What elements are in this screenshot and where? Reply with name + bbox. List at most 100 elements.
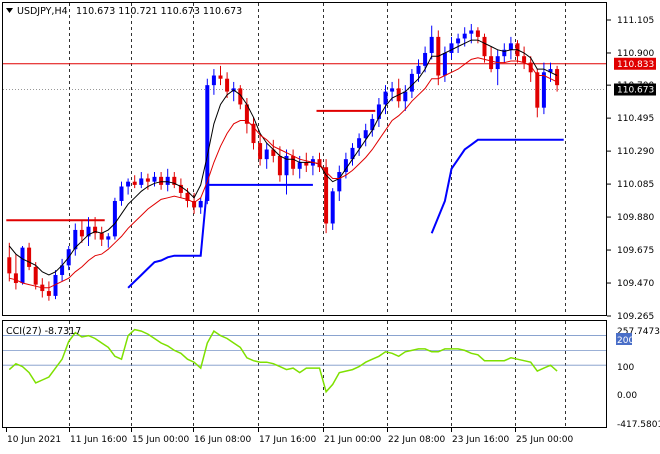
candle-body xyxy=(132,181,137,185)
time-label: 23 Jun 16:00 xyxy=(452,435,509,445)
cci-level-0-label: 0.00 xyxy=(617,391,637,401)
candle-body xyxy=(205,85,210,201)
candle-body xyxy=(429,36,434,53)
price-tags: 110.833 110.673 xyxy=(614,57,656,96)
candle-body xyxy=(185,192,190,201)
candle-body xyxy=(145,178,150,182)
cci-level-100-label: 100 xyxy=(617,363,634,373)
candle-body xyxy=(178,184,183,193)
resistance-price-text: 110.833 xyxy=(617,60,654,70)
candle-body xyxy=(27,247,32,267)
candle-body xyxy=(53,274,58,296)
candle-body xyxy=(251,123,256,144)
candle-body xyxy=(99,233,104,240)
candle-body xyxy=(522,56,527,63)
candle-body xyxy=(284,155,289,176)
candle-body xyxy=(192,200,197,208)
indicator-overlays xyxy=(8,39,564,289)
candle-body xyxy=(112,200,117,237)
candle-body xyxy=(79,229,84,237)
candle-body xyxy=(33,266,38,285)
slow-ma-line xyxy=(9,57,558,289)
cci-axis-min: -417.5801 xyxy=(617,420,660,430)
candle-body xyxy=(93,226,98,234)
cci-series xyxy=(8,328,558,394)
time-label: 11 Jun 16:00 xyxy=(70,435,127,445)
candle-body xyxy=(277,155,282,176)
candle-body xyxy=(86,226,91,237)
candle-body xyxy=(211,75,216,86)
candle-body xyxy=(225,78,230,92)
candle-body xyxy=(159,176,164,185)
price-label: 109.675 xyxy=(617,246,654,256)
candle-body xyxy=(7,257,12,274)
candle-body xyxy=(271,149,276,156)
candle-body xyxy=(20,247,25,284)
candle-body xyxy=(541,72,546,108)
candle-body xyxy=(442,52,447,76)
candle-body xyxy=(409,73,414,92)
cci-level-lines xyxy=(3,335,606,366)
candle-body xyxy=(376,104,381,119)
price-label: 110.290 xyxy=(617,147,654,157)
candle-body xyxy=(449,43,454,53)
candle-body xyxy=(106,236,111,240)
price-label: 109.470 xyxy=(617,279,654,289)
ohlc-readout: 110.673 110.721 110.673 110.673 xyxy=(76,6,242,17)
candle-body xyxy=(60,265,65,275)
candle-body xyxy=(363,130,368,139)
candle-body xyxy=(350,147,355,160)
candle-body xyxy=(46,291,51,296)
candle-body xyxy=(126,181,131,187)
price-label: 109.265 xyxy=(617,312,654,322)
candle-body xyxy=(462,33,467,39)
candle-body xyxy=(172,176,177,185)
price-label: 110.900 xyxy=(617,49,654,59)
cci-level-200-tag xyxy=(616,333,632,345)
cci-axis: 257.7473 200 100 0.00 -417.5801 xyxy=(616,327,660,430)
candle-body xyxy=(330,191,335,224)
time-label: 21 Jun 00:00 xyxy=(324,435,381,445)
candle-body xyxy=(508,43,513,50)
candle-body xyxy=(13,273,18,284)
time-label: 10 Jun 2021 xyxy=(7,435,61,445)
candle-body xyxy=(198,200,203,208)
candle-body xyxy=(535,72,540,108)
candle-body xyxy=(502,49,507,57)
fast-ma-line xyxy=(8,39,558,276)
resistance-price-tag xyxy=(614,57,656,70)
current-price-text: 110.673 xyxy=(617,85,654,95)
candle-body xyxy=(152,176,157,182)
candle-body xyxy=(73,229,78,250)
time-axis: 10 Jun 2021 11 Jun 16:00 15 Jun 00:00 16 Ju… xyxy=(6,428,573,445)
cci-level-200-label: 200 xyxy=(617,336,634,346)
cci-label: CCI(27) -8.7317 xyxy=(6,326,81,337)
candle-body xyxy=(139,178,144,185)
candle-body xyxy=(475,30,480,37)
triangle-down-icon[interactable] xyxy=(6,8,13,13)
candle-body xyxy=(403,91,408,102)
main-panel-frame xyxy=(2,2,607,316)
candle-body xyxy=(291,155,296,169)
symbol-label: USDJPY,H4 xyxy=(17,6,68,17)
candle-body xyxy=(304,162,309,166)
candle-body xyxy=(317,159,322,168)
candle-body xyxy=(416,65,421,74)
candle-body xyxy=(165,176,170,185)
time-label: 16 Jun 08:00 xyxy=(194,435,251,445)
time-label: 22 Jun 08:00 xyxy=(388,435,445,445)
cci-axis-max: 257.7473 xyxy=(617,327,660,337)
candle-body xyxy=(456,38,461,44)
candle-body xyxy=(258,143,263,160)
candle-body xyxy=(383,91,388,105)
candle-body xyxy=(555,69,560,86)
candlestick-series xyxy=(7,24,560,301)
candle-body xyxy=(244,104,249,124)
candle-body xyxy=(469,30,474,34)
candle-body xyxy=(528,62,533,73)
cci-line xyxy=(8,328,558,394)
candle-body xyxy=(548,69,553,73)
candle-body xyxy=(264,149,269,160)
candle-body xyxy=(489,56,494,70)
